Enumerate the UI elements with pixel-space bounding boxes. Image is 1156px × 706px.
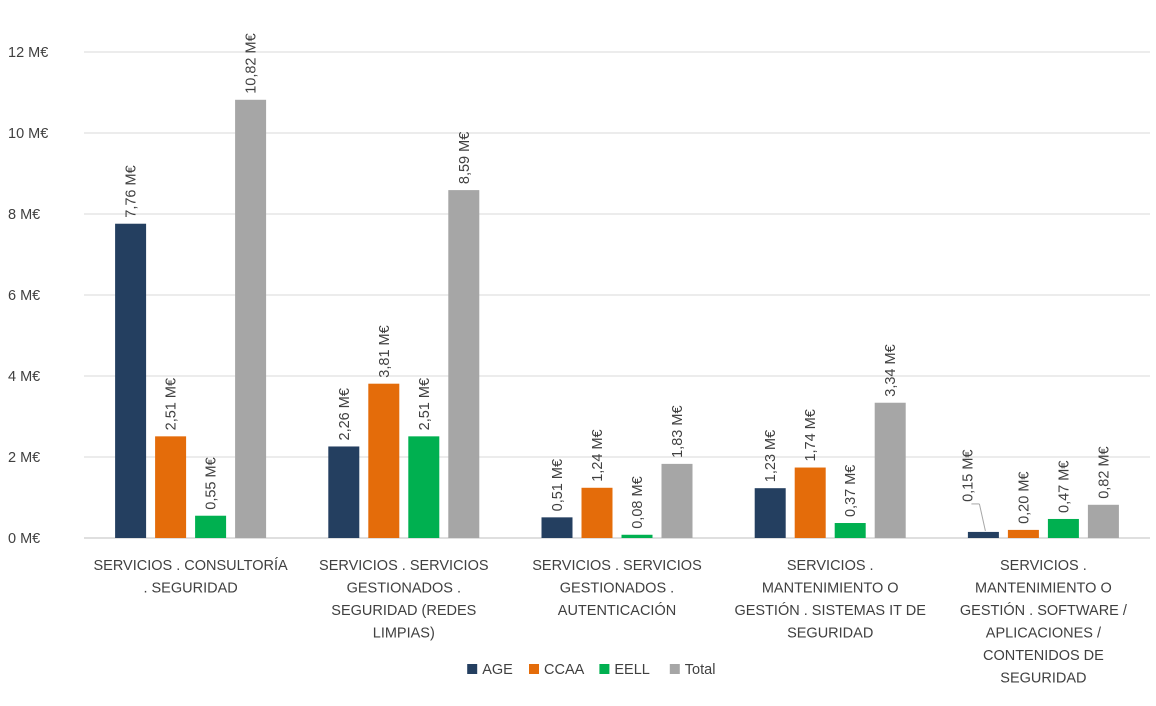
data-label: 7,76 M€ [124,165,140,217]
bar-total [874,402,906,538]
data-label: 1,83 M€ [670,405,686,457]
data-label: 0,82 M€ [1096,446,1112,498]
bar-age [328,446,360,538]
category-label-line: SERVICIOS . SERVICIOS [319,558,489,574]
bar-ccaa [1007,529,1039,538]
category-label-line: MANTENIMIENTO O [762,581,899,597]
legend-label: Total [685,662,716,678]
bar-eell [408,436,440,538]
category-labels: SERVICIOS . CONSULTORÍA. SEGURIDADSERVIC… [94,557,1128,687]
bar-eell [195,515,227,538]
bar-age [967,531,999,538]
data-label: 0,37 M€ [843,465,859,517]
bar-ccaa [368,383,400,538]
data-label: 2,51 M€ [417,378,433,430]
category-label: SERVICIOS . MANTENIMIENTO O GESTIÓN . SIST… [734,558,926,642]
category-label-line: SEGURIDAD [1000,671,1086,687]
y-tick-label: 12 M€ [8,45,48,61]
data-label: 1,24 M€ [590,429,606,481]
data-label: 0,55 M€ [204,457,220,509]
legend-swatch [669,664,680,674]
category-label: SERVICIOS . CONSULTORÍA . SEGURIDAD [94,557,289,597]
legend-swatch [599,664,610,674]
bar-total [661,463,693,538]
bar-total [1087,504,1119,538]
category-label: SERVICIOS . SERVICIOS GESTIONADOS . AUTENT… [532,558,702,619]
category-label-line: MANTENIMIENTO O [975,581,1112,597]
bar-age [754,488,786,538]
y-tick-label: 10 M€ [8,126,48,142]
category-label-line: SERVICIOS . CONSULTORÍA [94,557,289,574]
legend-swatch [529,664,539,674]
legend-label: EELL [614,662,649,678]
bar-eell [1047,518,1079,538]
category-label-line: SERVICIOS . [787,558,874,574]
category-label-line: APLICACIONES / [986,626,1102,642]
bar-total [235,99,267,538]
category-label-line: . SEGURIDAD [143,581,237,597]
legend-item-eell: EELL [599,662,650,678]
category-label-line: GESTIONADOS . [560,581,674,597]
legend-item-ccaa: CCAA [529,662,585,678]
y-tick-label: 0 M€ [8,531,40,547]
data-label: 1,74 M€ [803,409,819,461]
category-label: SERVICIOS . MANTENIMIENTO O GESTIÓN . SOFT… [960,558,1128,687]
category-label-line: SEGURIDAD [787,626,873,642]
bar-ccaa [794,467,826,538]
data-label: 3,81 M€ [377,325,393,377]
data-label: 10,82 M€ [244,33,260,93]
category-label-line: AUTENTICACIÓN [558,602,676,619]
category-label-line: SERVICIOS . [1000,558,1087,574]
bar-total [448,190,480,539]
category-label-line: SEGURIDAD (REDES [331,603,476,619]
legend-item-age: AGE [467,662,513,678]
bar-eell [621,534,653,538]
data-label: 1,23 M€ [763,430,779,482]
category-label: SERVICIOS . SERVICIOS GESTIONADOS . SEGURI… [319,558,489,642]
category-label-line: GESTIÓN . SOFTWARE / [960,602,1128,619]
y-tick-label: 4 M€ [8,369,40,385]
data-label: 3,34 M€ [883,344,899,396]
y-tick-label: 8 M€ [8,207,40,223]
category-label-line: CONTENIDOS DE [983,648,1104,664]
legend-label: AGE [482,662,513,678]
data-label: 0,51 M€ [550,459,566,511]
data-label: 2,26 M€ [337,388,353,440]
legend-label: CCAA [544,662,585,678]
data-label: 8,59 M€ [457,132,473,184]
bar-eell [834,523,866,538]
data-labels: 7,76 M€ 2,26 M€ 0,51 M€ 1,23 M€ 0,15 M€ 2,51 … [124,33,1112,532]
category-label-line: GESTIÓN . SISTEMAS IT DE [734,602,926,619]
legend-item-total: Total [669,662,716,678]
data-label: 0,08 M€ [630,476,646,528]
y-tick-label: 2 M€ [8,450,40,466]
data-label: 0,15 M€ [960,450,976,502]
bar-ccaa [155,436,187,538]
category-label-line: GESTIONADOS . [347,581,461,597]
bar-age [541,517,573,538]
bar-ccaa [581,487,613,538]
bars [115,99,1119,539]
y-axis-ticks: 0 M€ 2 M€ 4 M€ 6 M€ 8 M€ 10 M€ 12 M€ [8,45,48,547]
category-label-line: LIMPIAS) [373,626,435,642]
data-label: 0,20 M€ [1016,471,1032,523]
data-label: 2,51 M€ [164,378,180,430]
legend: AGE CCAA EELL Total [467,662,715,678]
y-tick-label: 6 M€ [8,288,40,304]
data-label: 0,47 M€ [1056,461,1072,513]
leader-line [978,503,986,532]
legend-swatch [467,664,478,674]
category-label-line: SERVICIOS . SERVICIOS [532,558,702,574]
bar-age [115,223,147,538]
